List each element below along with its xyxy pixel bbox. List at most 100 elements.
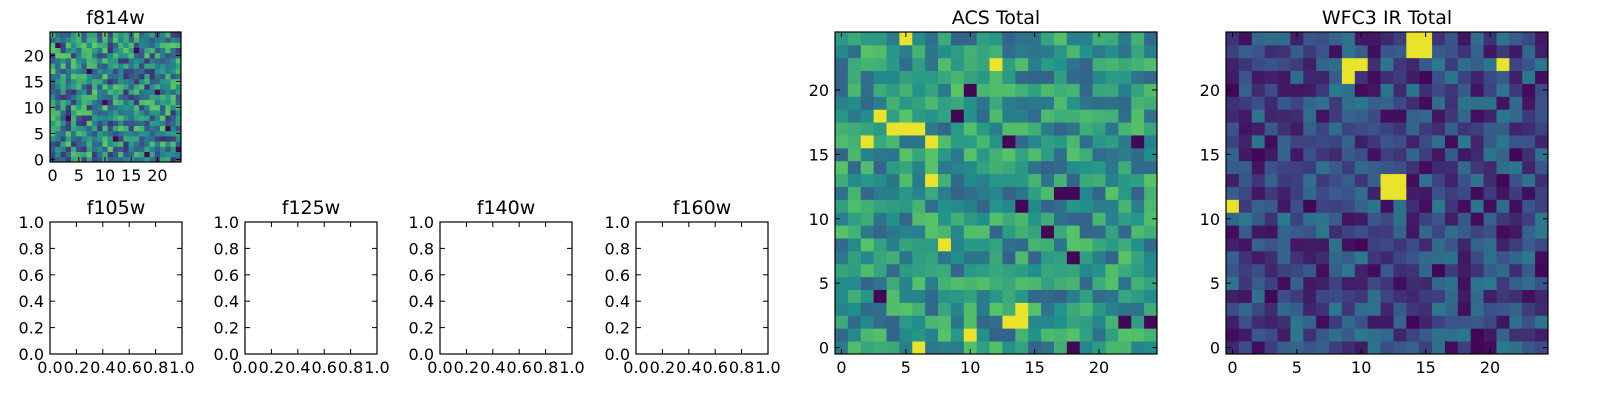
heatmap-cell bbox=[139, 104, 145, 111]
heatmap-cell bbox=[70, 104, 77, 111]
heatmap-cell bbox=[170, 110, 177, 116]
heatmap-cell bbox=[1303, 173, 1317, 187]
heatmap-cell bbox=[1354, 135, 1369, 149]
heatmap-cell bbox=[154, 58, 161, 64]
heatmap-cell bbox=[1496, 70, 1510, 84]
heatmap-cell bbox=[81, 68, 88, 74]
heatmap-cell bbox=[873, 315, 887, 329]
heatmap-cell bbox=[1367, 96, 1381, 110]
heatmap-cell bbox=[963, 44, 978, 59]
heatmap-cell bbox=[149, 146, 156, 152]
heatmap-cell bbox=[1238, 96, 1253, 110]
heatmap-cell bbox=[1483, 186, 1497, 200]
heatmap-cell bbox=[154, 146, 161, 152]
heatmap-cell bbox=[1028, 250, 1042, 265]
heatmap-cell bbox=[102, 151, 109, 158]
heatmap-cell bbox=[175, 47, 182, 54]
heatmap-cells bbox=[835, 32, 1158, 355]
heatmap-cell bbox=[899, 276, 913, 290]
heatmap-cell bbox=[912, 83, 926, 97]
heatmap-cell bbox=[938, 212, 952, 226]
heatmap-cell bbox=[1264, 96, 1278, 110]
heatmap-cell bbox=[1251, 96, 1266, 110]
heatmap-cell bbox=[81, 42, 88, 48]
heatmap-cell bbox=[950, 122, 965, 136]
heatmap-cell bbox=[1277, 341, 1291, 355]
heatmap-cell bbox=[160, 52, 166, 59]
heatmap-cell bbox=[76, 94, 82, 100]
heatmap-cell bbox=[65, 89, 72, 95]
heatmap-cell bbox=[1457, 341, 1472, 355]
heatmap-cell bbox=[989, 199, 1003, 213]
heatmap-cell bbox=[976, 289, 990, 303]
heatmap-cell bbox=[1535, 57, 1549, 72]
heatmap-cell bbox=[1277, 302, 1291, 316]
heatmap-cell bbox=[1079, 225, 1093, 239]
heatmap-cell bbox=[1406, 341, 1420, 355]
heatmap-cell bbox=[899, 122, 913, 136]
heatmap-cell bbox=[97, 58, 103, 64]
heatmap-cell bbox=[1144, 160, 1158, 175]
heatmap-cell bbox=[60, 110, 67, 116]
heatmap-cell bbox=[1264, 57, 1278, 72]
heatmap-cell bbox=[107, 68, 114, 74]
heatmap-cell bbox=[1105, 250, 1119, 265]
heatmap-cell bbox=[1226, 32, 1240, 46]
heatmap-cell bbox=[107, 104, 114, 111]
heatmap-cell bbox=[160, 115, 166, 121]
heatmap-cell bbox=[1277, 199, 1291, 213]
heatmap-cell bbox=[1131, 341, 1145, 355]
heatmap-cell bbox=[1131, 147, 1145, 162]
heatmap-cell bbox=[899, 328, 913, 342]
heatmap-cell bbox=[1028, 199, 1042, 213]
heatmap-cell bbox=[989, 160, 1003, 175]
heatmap-cell bbox=[1144, 302, 1158, 316]
y-tick-label: 5 bbox=[819, 274, 829, 293]
heatmap-cell bbox=[65, 42, 72, 48]
heatmap-cell bbox=[1028, 289, 1042, 303]
x-tick-label: 5 bbox=[74, 166, 84, 185]
heatmap-cell bbox=[170, 37, 177, 43]
heatmap-cell bbox=[1380, 57, 1394, 72]
heatmap-cell bbox=[1079, 135, 1093, 149]
heatmap-cell bbox=[835, 122, 849, 136]
y-tick-label: 0.0 bbox=[409, 345, 434, 364]
heatmap-cell bbox=[886, 32, 900, 46]
heatmap-cell bbox=[97, 146, 103, 152]
heatmap-cell bbox=[1002, 109, 1016, 123]
heatmap-cell bbox=[925, 263, 939, 278]
heatmap-cell bbox=[128, 68, 135, 74]
axes-frame bbox=[244, 221, 378, 355]
heatmap-cell bbox=[860, 341, 875, 355]
heatmap-cell bbox=[123, 89, 129, 95]
heatmap-cell bbox=[86, 84, 93, 90]
heatmap-cell bbox=[886, 57, 900, 72]
heatmap-cell bbox=[118, 32, 124, 38]
heatmap-cell bbox=[65, 136, 72, 142]
heatmap-cell bbox=[1432, 225, 1446, 239]
heatmap-cell bbox=[1329, 122, 1343, 136]
heatmap-cell bbox=[1144, 341, 1158, 355]
heatmap-cell bbox=[1028, 315, 1042, 329]
heatmap-cell bbox=[154, 141, 161, 147]
heatmap-cell bbox=[1092, 238, 1106, 252]
heatmap-cell bbox=[175, 110, 182, 116]
heatmap-cell bbox=[1470, 186, 1484, 200]
heatmap-cell bbox=[1329, 135, 1343, 149]
heatmap-cell bbox=[1226, 160, 1240, 175]
heatmap-cell bbox=[170, 78, 177, 85]
heatmap-cell bbox=[1028, 328, 1042, 342]
heatmap-cell bbox=[1393, 250, 1407, 265]
heatmap-cell bbox=[912, 225, 926, 239]
heatmap-cell bbox=[123, 130, 129, 137]
heatmap-cell bbox=[950, 147, 965, 162]
heatmap-cell bbox=[144, 115, 150, 121]
heatmap-cell bbox=[847, 341, 862, 355]
y-tick-label: 0.2 bbox=[214, 319, 239, 338]
heatmap-cell bbox=[102, 68, 109, 74]
heatmap-cell bbox=[1251, 44, 1266, 59]
heatmap-cell bbox=[1509, 250, 1523, 265]
heatmap-cell bbox=[847, 32, 862, 46]
heatmap-cell bbox=[938, 302, 952, 316]
heatmap-cell bbox=[1238, 315, 1253, 329]
